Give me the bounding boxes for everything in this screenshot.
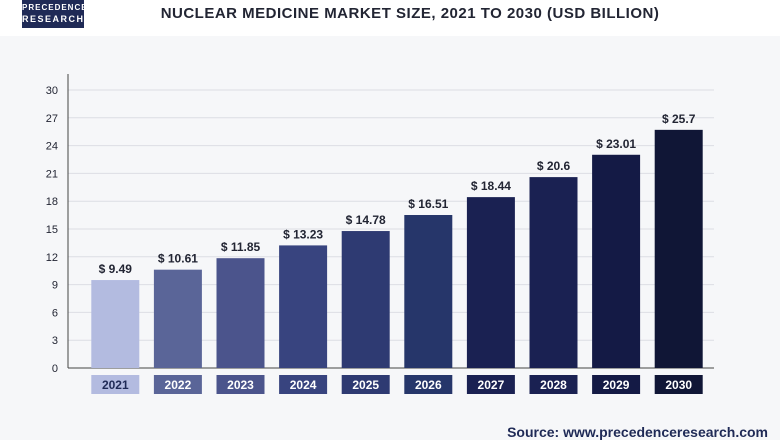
x-tick-box-2027 [466,375,515,394]
y-tick-label: 30 [46,85,58,97]
x-tick-box-2021 [91,375,140,394]
source-credit: Source: www.precedenceresearch.com [507,424,768,440]
x-tick-box-2025 [341,375,390,394]
data-label-2030: $ 25.7 [662,112,696,126]
chart-title: NUCLEAR MEDICINE MARKET SIZE, 2021 TO 20… [160,5,660,22]
x-tick-box-2029 [592,375,641,394]
x-tick-box-2024 [279,375,328,394]
y-tick-label: 24 [46,141,58,153]
brand-logo: PRECEDENCE RESEARCH [22,0,88,28]
bar-2030 [654,129,703,368]
x-tick-label-2029: 2029 [603,378,630,392]
y-tick-label: 9 [52,280,58,292]
y-tick-label: 12 [46,252,58,264]
bar-2028 [529,177,578,368]
bar-2027 [466,197,515,368]
chart-header: PRECEDENCE RESEARCH NUCLEAR MEDICINE MAR… [0,0,780,37]
x-tick-label-2028: 2028 [540,378,567,392]
bar-2021 [91,280,140,368]
x-tick-label-2025: 2025 [352,378,379,392]
logo-line2: RESEARCH [22,14,85,24]
data-label-2021: $ 9.49 [99,262,133,276]
bar-2029 [592,154,641,368]
y-tick-label: 27 [46,113,58,125]
data-label-2024: $ 13.23 [283,227,323,241]
x-tick-box-2023 [216,375,265,394]
y-tick-label: 6 [52,307,58,319]
x-tick-label-2022: 2022 [165,378,192,392]
bar-2026 [404,215,453,368]
data-label-2026: $ 16.51 [408,197,448,211]
y-tick-label: 18 [46,196,58,208]
data-label-2027: $ 18.44 [471,179,511,193]
x-tick-label-2021: 2021 [102,378,129,392]
y-tick-label: 3 [52,335,58,347]
x-tick-label-2023: 2023 [227,378,254,392]
x-tick-box-2022 [153,375,202,394]
bar-2022 [153,269,202,368]
y-tick-label: 15 [46,224,58,236]
data-label-2029: $ 23.01 [596,137,636,151]
bar-2023 [216,258,265,368]
x-tick-label-2026: 2026 [415,378,442,392]
data-label-2022: $ 10.61 [158,252,198,266]
data-label-2025: $ 14.78 [346,213,386,227]
plot-background [0,36,780,440]
x-tick-label-2027: 2027 [478,378,505,392]
data-label-2028: $ 20.6 [537,159,571,173]
x-tick-box-2026 [404,375,453,394]
x-tick-box-2028 [529,375,578,394]
bar-2024 [279,245,328,368]
logo-line1: PRECEDENCE [22,3,88,12]
y-tick-label: 21 [46,168,58,180]
data-label-2023: $ 11.85 [221,240,261,254]
x-tick-label-2024: 2024 [290,378,317,392]
y-tick-label: 0 [52,363,58,375]
x-tick-box-2030 [654,375,703,394]
x-tick-label-2030: 2030 [665,378,692,392]
bar-2025 [341,231,390,368]
